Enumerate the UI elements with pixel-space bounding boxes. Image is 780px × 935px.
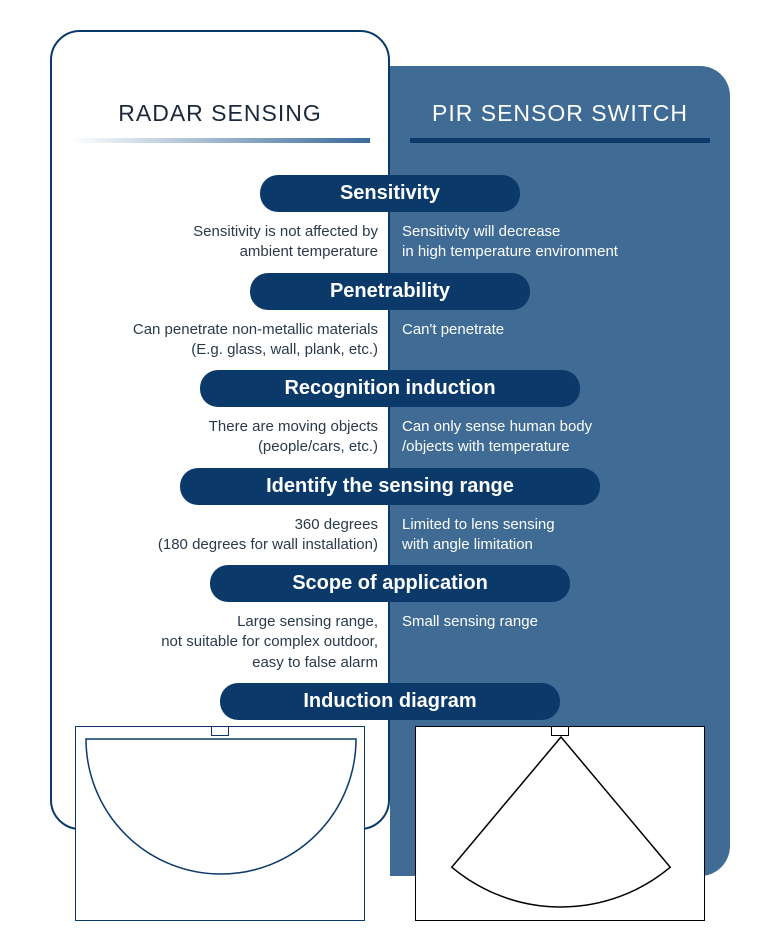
cell-left: Large sensing range,not suitable for com…	[50, 608, 390, 677]
cell-left: Sensitivity is not affected byambient te…	[50, 218, 390, 267]
cell-right: Can't penetrate	[390, 316, 730, 365]
pir-diagram	[415, 726, 705, 921]
section-pill: Recognition induction	[200, 370, 580, 407]
section-pill: Penetrability	[250, 273, 530, 310]
sensor-tab-icon	[551, 727, 569, 736]
header-left: RADAR SENSING	[50, 100, 390, 127]
comparison-row: Can penetrate non-metallic materials(E.g…	[50, 316, 730, 365]
sensor-tab-icon	[211, 727, 229, 736]
section-pill: Induction diagram	[220, 683, 560, 720]
underline-row	[50, 138, 730, 143]
cell-right: Small sensing range	[390, 608, 730, 677]
comparison-row: Large sensing range,not suitable for com…	[50, 608, 730, 677]
section-pill: Scope of application	[210, 565, 570, 602]
diagram-row	[50, 726, 730, 921]
cell-right: Sensitivity will decreasein high tempera…	[390, 218, 730, 267]
comparison-row: 360 degrees(180 degrees for wall install…	[50, 511, 730, 560]
cell-right: Can only sense human body/objects with t…	[390, 413, 730, 462]
section-pill: Sensitivity	[260, 175, 520, 212]
underline-left	[70, 138, 370, 143]
section-pill: Identify the sensing range	[180, 468, 600, 505]
comparison-row: Sensitivity is not affected byambient te…	[50, 218, 730, 267]
cell-left: Can penetrate non-metallic materials(E.g…	[50, 316, 390, 365]
cell-left: 360 degrees(180 degrees for wall install…	[50, 511, 390, 560]
radar-diagram	[75, 726, 365, 921]
comparison-row: There are moving objects(people/cars, et…	[50, 413, 730, 462]
semicircle-icon	[76, 727, 366, 922]
cell-right: Limited to lens sensingwith angle limita…	[390, 511, 730, 560]
cell-left: There are moving objects(people/cars, et…	[50, 413, 390, 462]
cone-icon	[416, 727, 706, 922]
content-area: Sensitivity Sensitivity is not affected b…	[50, 175, 730, 921]
comparison-container: RADAR SENSING PIR SENSOR SWITCH Sensitiv…	[50, 30, 730, 880]
header-right: PIR SENSOR SWITCH	[390, 100, 730, 127]
header-row: RADAR SENSING PIR SENSOR SWITCH	[50, 100, 730, 127]
underline-right	[410, 138, 710, 143]
